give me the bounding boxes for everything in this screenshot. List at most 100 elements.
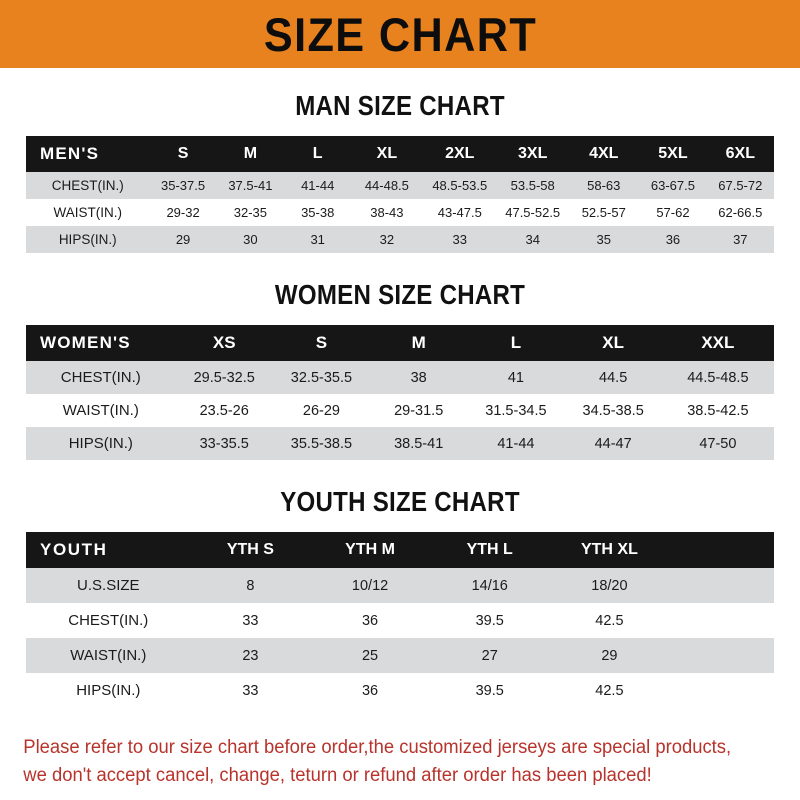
youth-hips-s: 33: [190, 673, 311, 708]
youth-chest-m: 36: [310, 603, 430, 638]
page-banner: SIZE CHART: [0, 0, 800, 68]
men-chest-4xl: 58-63: [568, 172, 640, 199]
men-chest-s: 35-37.5: [149, 172, 217, 199]
youth-row-label-hips: HIPS(IN.): [26, 673, 191, 708]
men-header-l: L: [284, 136, 352, 172]
youth-header-spacer: [669, 532, 774, 568]
table-row: CHEST(IN.) 35-37.5 37.5-41 41-44 44-48.5…: [26, 172, 774, 199]
women-waist-l: 31.5-34.5: [467, 394, 565, 427]
women-hips-xs: 33-35.5: [175, 427, 273, 460]
table-row: CHEST(IN.) 29.5-32.5 32.5-35.5 38 41 44.…: [26, 361, 774, 394]
women-header-label: WOMEN'S: [26, 325, 176, 361]
youth-ussize-m: 10/12: [310, 568, 430, 603]
table-row: U.S.SIZE 8 10/12 14/16 18/20: [26, 568, 774, 603]
men-size-chart: MEN'S S M L XL 2XL 3XL 4XL 5XL 6XL CHEST…: [0, 136, 800, 253]
youth-ussize-l: 14/16: [429, 568, 550, 603]
women-chest-l: 41: [467, 361, 565, 394]
men-waist-2xl: 43-47.5: [422, 199, 498, 226]
section-title-men: MAN SIZE CHART: [295, 90, 505, 121]
men-hips-m: 30: [216, 226, 285, 253]
men-hips-3xl: 34: [497, 226, 569, 253]
youth-hips-l: 39.5: [429, 673, 550, 708]
women-waist-xxl: 38.5-42.5: [661, 394, 774, 427]
men-hips-2xl: 33: [422, 226, 498, 253]
women-header-m: M: [370, 325, 468, 361]
table-row: CHEST(IN.) 33 36 39.5 42.5: [26, 603, 774, 638]
table-row: HIPS(IN.) 33-35.5 35.5-38.5 38.5-41 41-4…: [26, 427, 774, 460]
men-hips-xl: 32: [351, 226, 423, 253]
youth-size-table: YOUTH YTH S YTH M YTH L YTH XL U.S.SIZE …: [26, 532, 774, 708]
youth-waist-s: 23: [190, 638, 311, 673]
youth-waist-xl: 29: [549, 638, 670, 673]
women-hips-l: 41-44: [467, 427, 565, 460]
section-title-women: WOMEN SIZE CHART: [274, 279, 526, 310]
women-waist-xs: 23.5-26: [175, 394, 273, 427]
men-waist-3xl: 47.5-52.5: [497, 199, 569, 226]
men-waist-6xl: 62-66.5: [706, 199, 774, 226]
youth-hips-xl: 42.5: [549, 673, 670, 708]
youth-header-yth-xl: YTH XL: [549, 532, 670, 568]
table-row: WAIST(IN.) 23.5-26 26-29 29-31.5 31.5-34…: [26, 394, 774, 427]
men-chest-2xl: 48.5-53.5: [422, 172, 498, 199]
men-waist-l: 35-38: [284, 199, 352, 226]
women-chest-xl: 44.5: [564, 361, 662, 394]
table-header-row: MEN'S S M L XL 2XL 3XL 4XL 5XL 6XL: [26, 136, 774, 172]
men-chest-3xl: 53.5-58: [497, 172, 569, 199]
women-hips-xxl: 47-50: [661, 427, 774, 460]
men-header-xl: XL: [351, 136, 423, 172]
men-hips-s: 29: [149, 226, 217, 253]
women-waist-xl: 34.5-38.5: [564, 394, 662, 427]
youth-row-label-us-size: U.S.SIZE: [26, 568, 191, 603]
women-hips-s: 35.5-38.5: [272, 427, 371, 460]
men-header-s: S: [149, 136, 217, 172]
table-row: WAIST(IN.) 29-32 32-35 35-38 38-43 43-47…: [26, 199, 774, 226]
youth-ussize-spacer: [669, 568, 774, 603]
men-waist-5xl: 57-62: [639, 199, 707, 226]
women-header-xxl: XXL: [661, 325, 774, 361]
youth-hips-m: 36: [310, 673, 430, 708]
women-size-chart: WOMEN'S XS S M L XL XXL CHEST(IN.) 29.5-…: [0, 325, 800, 460]
order-policy-note-line-2: we don't accept cancel, change, teturn o…: [23, 764, 652, 786]
youth-chest-spacer: [669, 603, 774, 638]
women-hips-m: 38.5-41: [370, 427, 468, 460]
women-row-label-chest: CHEST(IN.): [26, 361, 176, 394]
men-size-table: MEN'S S M L XL 2XL 3XL 4XL 5XL 6XL CHEST…: [26, 136, 774, 253]
men-header-2xl: 2XL: [422, 136, 498, 172]
youth-size-chart: YOUTH YTH S YTH M YTH L YTH XL U.S.SIZE …: [0, 532, 800, 708]
men-header-3xl: 3XL: [497, 136, 569, 172]
youth-row-label-chest: CHEST(IN.): [26, 603, 191, 638]
women-row-label-waist: WAIST(IN.): [26, 394, 176, 427]
youth-ussize-xl: 18/20: [549, 568, 670, 603]
men-hips-4xl: 35: [568, 226, 640, 253]
youth-chest-l: 39.5: [429, 603, 550, 638]
order-policy-note-line-1: Please refer to our size chart before or…: [23, 737, 732, 758]
table-row: WAIST(IN.) 23 25 27 29: [26, 638, 774, 673]
women-header-l: L: [467, 325, 565, 361]
men-hips-6xl: 37: [706, 226, 774, 253]
women-size-table: WOMEN'S XS S M L XL XXL CHEST(IN.) 29.5-…: [26, 325, 774, 460]
men-header-m: M: [216, 136, 285, 172]
women-chest-xs: 29.5-32.5: [175, 361, 273, 394]
men-chest-5xl: 63-67.5: [639, 172, 707, 199]
men-header-6xl: 6XL: [706, 136, 774, 172]
men-header-label: MEN'S: [26, 136, 150, 172]
table-row: HIPS(IN.) 33 36 39.5 42.5: [26, 673, 774, 708]
women-hips-xl: 44-47: [564, 427, 662, 460]
youth-waist-m: 25: [310, 638, 430, 673]
youth-chest-xl: 42.5: [549, 603, 670, 638]
women-waist-m: 29-31.5: [370, 394, 468, 427]
table-row: HIPS(IN.) 29 30 31 32 33 34 35 36 37: [26, 226, 774, 253]
page-title: SIZE CHART: [263, 7, 537, 61]
men-chest-m: 37.5-41: [216, 172, 285, 199]
women-waist-s: 26-29: [272, 394, 371, 427]
men-waist-s: 29-32: [149, 199, 217, 226]
men-chest-6xl: 67.5-72: [706, 172, 774, 199]
youth-ussize-s: 8: [190, 568, 311, 603]
women-chest-xxl: 44.5-48.5: [661, 361, 774, 394]
youth-header-yth-s: YTH S: [190, 532, 311, 568]
order-policy-note: Please refer to our size chart before or…: [0, 734, 776, 789]
men-row-label-chest: CHEST(IN.): [26, 172, 150, 199]
men-waist-xl: 38-43: [351, 199, 423, 226]
table-header-row: WOMEN'S XS S M L XL XXL: [26, 325, 774, 361]
youth-chest-s: 33: [190, 603, 311, 638]
